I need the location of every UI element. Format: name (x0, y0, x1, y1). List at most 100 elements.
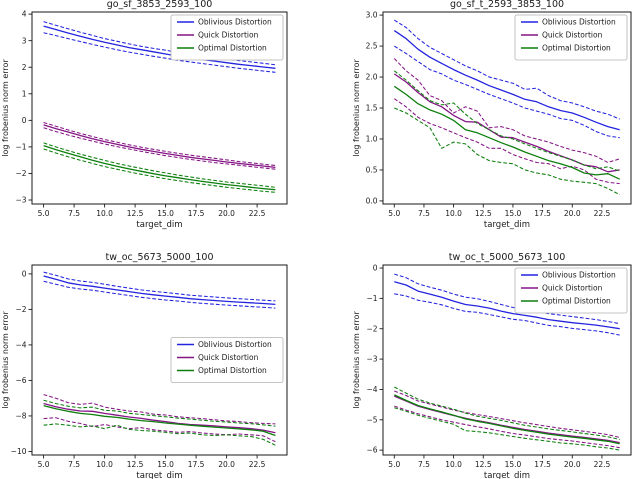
quick-distortion-lower-line (394, 405, 620, 449)
legend-label: Optimal Distortion (198, 366, 267, 375)
x-tick-label: 12.5 (475, 209, 492, 218)
optimal-distortion-mean-line (43, 144, 276, 191)
x-tick-label: 10.0 (96, 460, 113, 469)
quick-distortion-upper-line (43, 394, 276, 425)
y-tick-label: −8 (15, 412, 26, 421)
legend-entry-oblivious-distortion: Oblivious Distortion (521, 271, 616, 280)
y-tick-label: 0 (22, 116, 27, 125)
quick-distortion-lower-line (43, 127, 276, 170)
x-tick-label: 22.5 (249, 460, 266, 469)
legend-label: Oblivious Distortion (198, 18, 272, 27)
x-tick-label: 15.0 (157, 209, 174, 218)
x-tick-label: 5.0 (388, 460, 400, 469)
quick-distortion-upper-line (393, 58, 620, 164)
x-axis-label: target_dim (136, 220, 182, 230)
legend-entry-quick-distortion: Quick Distortion (177, 353, 259, 362)
y-axis: 3.0 2.5 2.0 1.5 1.0 0.5 0.0 (366, 11, 383, 206)
x-tick-label: 5.0 (38, 460, 50, 469)
optimal-distortion-upper-line (393, 70, 620, 172)
plot-frame (31, 11, 288, 205)
x-tick-label: 7.5 (68, 209, 80, 218)
x-tick-label: 5.0 (38, 209, 50, 218)
y-tick-label: 2 (22, 63, 27, 72)
legend: Oblivious Distortion Quick Distortion Opti… (514, 267, 628, 314)
quick-distortion-mean-line (43, 124, 276, 169)
legend-box (170, 337, 284, 383)
x-tick-label: 22.5 (594, 209, 611, 218)
oblivious-distortion-mean-line (393, 30, 620, 131)
y-tick-label: −2 (15, 169, 26, 178)
y-tick-label: 4 (22, 10, 27, 19)
x-tick-label: 10.0 (445, 209, 462, 218)
y-axis-label: log frobenius norm error (1, 311, 10, 409)
quick-distortion-lower-line (43, 417, 276, 443)
chart-title: go_sf_3853_2593_100 (106, 0, 213, 10)
y-tick-label: −1 (366, 294, 377, 303)
legend-entry-oblivious-distortion: Oblivious Distortion (177, 18, 272, 27)
legend-entry-optimal-distortion: Optimal Distortion (177, 44, 267, 53)
x-tick-label: 17.5 (188, 209, 205, 218)
oblivious-distortion-upper-line (394, 19, 620, 120)
optimal-distortion-lower-line (394, 407, 620, 451)
x-tick-label: 10.0 (445, 460, 462, 469)
y-tick-label: 0 (22, 269, 27, 278)
y-tick-label: −4 (366, 385, 377, 394)
x-tick-label: 15.0 (157, 460, 174, 469)
y-tick-label: −4 (15, 341, 26, 350)
plot-frame (31, 264, 288, 456)
quick-distortion-upper-line (43, 121, 276, 167)
optimal-distortion-mean-line (394, 394, 620, 445)
y-axis: 0 −1 −2 −3 −4 −5 −6 (366, 264, 383, 455)
x-tick-label: 10.0 (96, 209, 113, 218)
x-tick-label: 22.5 (249, 209, 266, 218)
optimal-distortion-mean-line (43, 404, 276, 437)
quick-distortion-upper-line (394, 390, 620, 438)
legend-box (514, 14, 628, 61)
optimal-distortion-lower-line (43, 423, 276, 446)
legend-entry-oblivious-distortion: Oblivious Distortion (177, 340, 272, 349)
legend-entry-quick-distortion: Quick Distortion (177, 31, 259, 40)
x-axis: 5.0 7.5 10.0 12.5 15.0 17.5 20.0 22.5 (38, 204, 266, 218)
x-tick-label: 22.5 (594, 460, 611, 469)
optimal-distortion-lower-line (394, 107, 620, 196)
plot-frame (382, 264, 632, 456)
legend-box (170, 14, 284, 61)
optimal-distortion-lower-line (43, 148, 276, 193)
y-tick-label: 1 (22, 89, 27, 98)
legend-label: Quick Distortion (542, 31, 603, 40)
subplot-go_sf_3853_2593_100: 5.0 7.5 10.0 12.5 15.0 17.5 20.0 22.5 4 3 2 1 0 −1 −2 −… (1, 10, 288, 230)
y-tick-label: −3 (15, 196, 26, 205)
chart-title: tw_oc_5673_5000_100 (105, 252, 214, 263)
x-tick-label: 17.5 (534, 460, 551, 469)
legend-label: Optimal Distortion (542, 297, 611, 306)
oblivious-distortion-lower-line (43, 32, 276, 73)
x-tick-label: 12.5 (127, 209, 144, 218)
x-tick-label: 7.5 (418, 460, 430, 469)
subplot-tw_oc_t_5000_5673_100: 5.0 7.5 10.0 12.5 15.0 17.5 20.0 22.5 0 −1 −2 −3 −4 −… (352, 264, 632, 479)
y-tick-label: 0.5 (366, 166, 378, 175)
x-axis-label: target_dim (484, 220, 530, 230)
x-tick-label: 5.0 (388, 209, 400, 218)
legend-label: Oblivious Distortion (542, 18, 616, 27)
oblivious-distortion-lower-line (394, 45, 620, 139)
oblivious-distortion-upper-line (43, 271, 276, 302)
legend-entry-optimal-distortion: Optimal Distortion (177, 366, 267, 375)
oblivious-distortion-mean-line (43, 275, 276, 306)
legend-label: Quick Distortion (542, 284, 603, 293)
quick-distortion-mean-line (43, 402, 276, 434)
legend-label: Oblivious Distortion (542, 271, 616, 280)
y-tick-label: −5 (366, 415, 377, 424)
y-tick-label: 1.5 (366, 104, 378, 113)
y-tick-label: 0.0 (366, 197, 378, 206)
legend-entry-quick-distortion: Quick Distortion (521, 31, 603, 40)
legend-label: Optimal Distortion (542, 44, 611, 53)
x-tick-label: 20.0 (564, 460, 581, 469)
x-tick-label: 17.5 (188, 460, 205, 469)
legend-entry-optimal-distortion: Optimal Distortion (521, 297, 611, 306)
y-tick-label: −6 (15, 376, 26, 385)
x-axis-label: target_dim (484, 471, 530, 479)
x-tick-label: 20.0 (564, 209, 581, 218)
chart-title: go_sf_t_2593_3853_100 (449, 0, 565, 10)
x-tick-label: 20.0 (218, 460, 235, 469)
y-axis-label: log frobenius norm error (1, 59, 10, 157)
